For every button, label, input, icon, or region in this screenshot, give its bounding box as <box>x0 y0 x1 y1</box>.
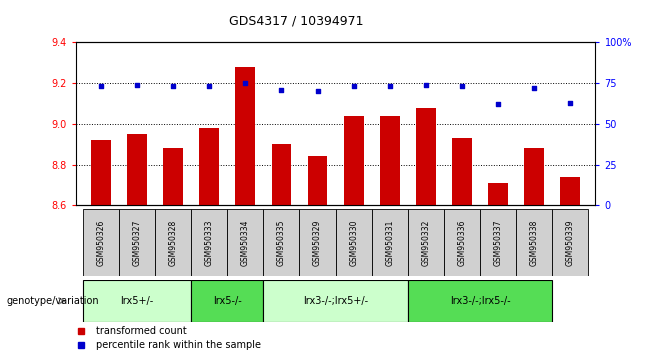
Bar <box>480 209 516 276</box>
Bar <box>336 209 372 276</box>
Bar <box>516 209 552 276</box>
Bar <box>307 156 328 205</box>
Text: GSM950331: GSM950331 <box>385 219 394 266</box>
Bar <box>524 148 544 205</box>
Text: transformed count: transformed count <box>97 326 188 336</box>
Point <box>348 84 359 89</box>
Bar <box>191 209 227 276</box>
Bar <box>416 108 436 205</box>
Text: lrx5+/-: lrx5+/- <box>120 296 154 306</box>
Point <box>168 84 178 89</box>
Text: lrx3-/-;lrx5-/-: lrx3-/-;lrx5-/- <box>449 296 511 306</box>
Bar <box>83 209 119 276</box>
Text: GSM950330: GSM950330 <box>349 219 358 266</box>
Bar <box>561 177 580 205</box>
Bar <box>127 134 147 205</box>
Text: percentile rank within the sample: percentile rank within the sample <box>97 340 261 350</box>
Text: GSM950326: GSM950326 <box>97 219 105 266</box>
Bar <box>452 138 472 205</box>
Point <box>493 102 503 107</box>
Bar <box>227 209 263 276</box>
Text: GSM950337: GSM950337 <box>494 219 503 266</box>
Bar <box>199 128 219 205</box>
Point <box>565 100 576 105</box>
Point <box>529 85 540 91</box>
Text: GSM950327: GSM950327 <box>132 219 141 266</box>
Text: GSM950328: GSM950328 <box>168 219 178 266</box>
Bar <box>83 280 191 322</box>
Text: GSM950339: GSM950339 <box>566 219 574 266</box>
Text: GSM950329: GSM950329 <box>313 219 322 266</box>
Bar <box>191 280 263 322</box>
Bar <box>119 209 155 276</box>
Bar <box>263 209 299 276</box>
Point <box>384 84 395 89</box>
Bar <box>91 140 111 205</box>
Bar <box>236 67 255 205</box>
Text: GSM950332: GSM950332 <box>421 219 430 266</box>
Bar <box>372 209 408 276</box>
Text: GDS4317 / 10394971: GDS4317 / 10394971 <box>229 14 363 27</box>
Text: lrx3-/-;lrx5+/-: lrx3-/-;lrx5+/- <box>303 296 368 306</box>
Point <box>276 87 287 92</box>
Text: GSM950338: GSM950338 <box>530 219 539 266</box>
Point <box>95 84 106 89</box>
Point <box>313 88 323 94</box>
Text: GSM950335: GSM950335 <box>277 219 286 266</box>
Bar <box>444 209 480 276</box>
Text: GSM950334: GSM950334 <box>241 219 250 266</box>
Bar <box>299 209 336 276</box>
Bar <box>552 209 588 276</box>
Text: genotype/variation: genotype/variation <box>7 296 99 306</box>
Bar <box>343 116 364 205</box>
Bar <box>263 280 408 322</box>
Bar <box>272 144 291 205</box>
Text: GSM950333: GSM950333 <box>205 219 214 266</box>
Bar <box>163 148 183 205</box>
Bar <box>155 209 191 276</box>
Point <box>457 84 467 89</box>
Text: GSM950336: GSM950336 <box>457 219 467 266</box>
Bar <box>408 280 552 322</box>
Point <box>420 82 431 88</box>
Bar <box>488 183 508 205</box>
Point <box>132 82 142 88</box>
Bar <box>380 116 399 205</box>
Text: lrx5-/-: lrx5-/- <box>213 296 241 306</box>
Point <box>240 80 251 86</box>
Point <box>204 84 215 89</box>
Bar <box>408 209 444 276</box>
